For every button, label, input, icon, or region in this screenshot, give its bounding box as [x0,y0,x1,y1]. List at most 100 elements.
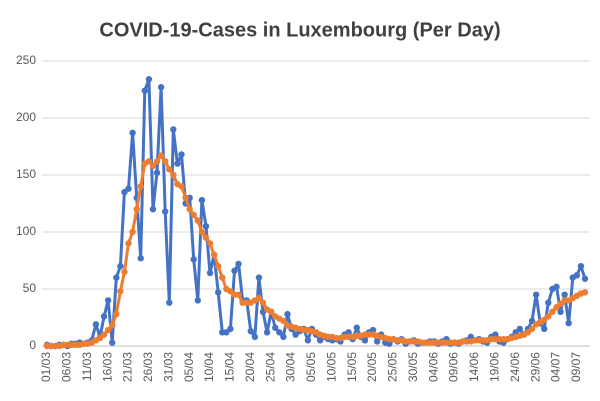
x-tick-label: 31/03 [161,352,175,382]
x-tick-label: 04/06 [426,352,440,382]
data-point [284,310,291,318]
x-tick-label: 30/04 [284,352,298,382]
data-point [214,263,222,270]
x-tick-label: 01/03 [39,352,53,382]
data-point [133,206,140,213]
data-point [206,269,214,277]
data-point [137,255,144,262]
data-point [166,166,173,173]
data-point [272,324,279,331]
data-point [227,325,234,333]
x-tick-label: 30/05 [406,352,420,382]
x-tick-label: 09/06 [447,352,461,382]
data-point [549,308,556,315]
data-point [170,171,177,179]
data-point [198,196,206,204]
x-tick-label: 21/03 [121,352,135,382]
data-point [373,338,381,345]
data-point [280,333,287,341]
data-point [129,228,136,236]
data-point [178,183,185,190]
data-point [202,223,210,230]
x-tick-label: 10/04 [202,352,216,382]
data-point [369,326,377,334]
x-tick-label: 05/05 [304,352,318,382]
x-tick-label: 06/03 [60,352,74,382]
data-point [235,260,242,268]
data-point [219,274,226,281]
data-point [573,272,581,279]
data-point [109,339,116,346]
x-tick-label: 20/05 [365,352,379,382]
data-point [161,158,169,165]
data-point [532,291,540,298]
data-point [251,333,259,341]
data-point [153,169,161,176]
data-point [516,325,523,333]
x-tick-label: 15/05 [345,352,359,382]
x-tick-label: 20/04 [243,352,257,382]
data-point [186,206,193,213]
y-tick-label: 100 [16,224,36,238]
data-point [125,240,132,247]
x-tick-label: 09/07 [569,352,583,382]
data-point [104,297,112,304]
data-point [182,194,189,201]
x-tick-label: 11/03 [80,352,94,381]
data-point [361,337,369,344]
data-point [259,299,267,306]
x-tick-label: 16/03 [100,352,114,382]
data-point [255,294,263,302]
data-point [109,322,116,329]
data-point [353,324,360,331]
data-point [247,327,254,335]
data-point [104,326,112,334]
x-tick-label: 24/06 [508,352,522,382]
data-point [190,256,197,263]
data-point [145,76,153,83]
x-tick-label: 14/06 [467,352,481,382]
data-point [161,208,169,215]
data-point [100,313,108,320]
data-point [276,329,283,336]
data-point [577,263,585,270]
data-point [267,308,275,315]
data-point [581,275,589,282]
data-point [170,126,177,133]
data-point [174,160,181,167]
y-tick-label: 200 [16,110,36,124]
data-point [545,299,552,306]
data-point [145,158,153,165]
data-point [545,313,552,320]
data-point [100,331,108,338]
data-point [113,310,120,318]
data-point [113,274,120,281]
x-tick-label: 25/05 [386,352,400,382]
data-point [561,291,568,298]
data-point [202,234,210,241]
x-tick-label: 29/06 [528,352,542,382]
chart-title: COVID-19-Cases in Luxembourg (Per Day) [99,19,500,41]
data-point [117,288,124,295]
data-point [157,84,165,91]
data-point [153,158,161,165]
data-point [528,325,536,333]
data-point [121,268,128,276]
data-point [565,320,572,327]
data-point [157,152,165,159]
data-point [137,183,144,190]
data-point [117,263,124,270]
data-point [178,151,185,158]
data-point [92,321,100,328]
data-point [581,289,589,296]
data-point [231,267,238,274]
data-point [194,297,202,304]
data-point [210,251,218,258]
x-tick-label: 04/07 [549,352,563,382]
data-point [304,337,312,344]
data-point [129,129,136,137]
data-point [541,325,548,333]
data-point [235,291,242,298]
